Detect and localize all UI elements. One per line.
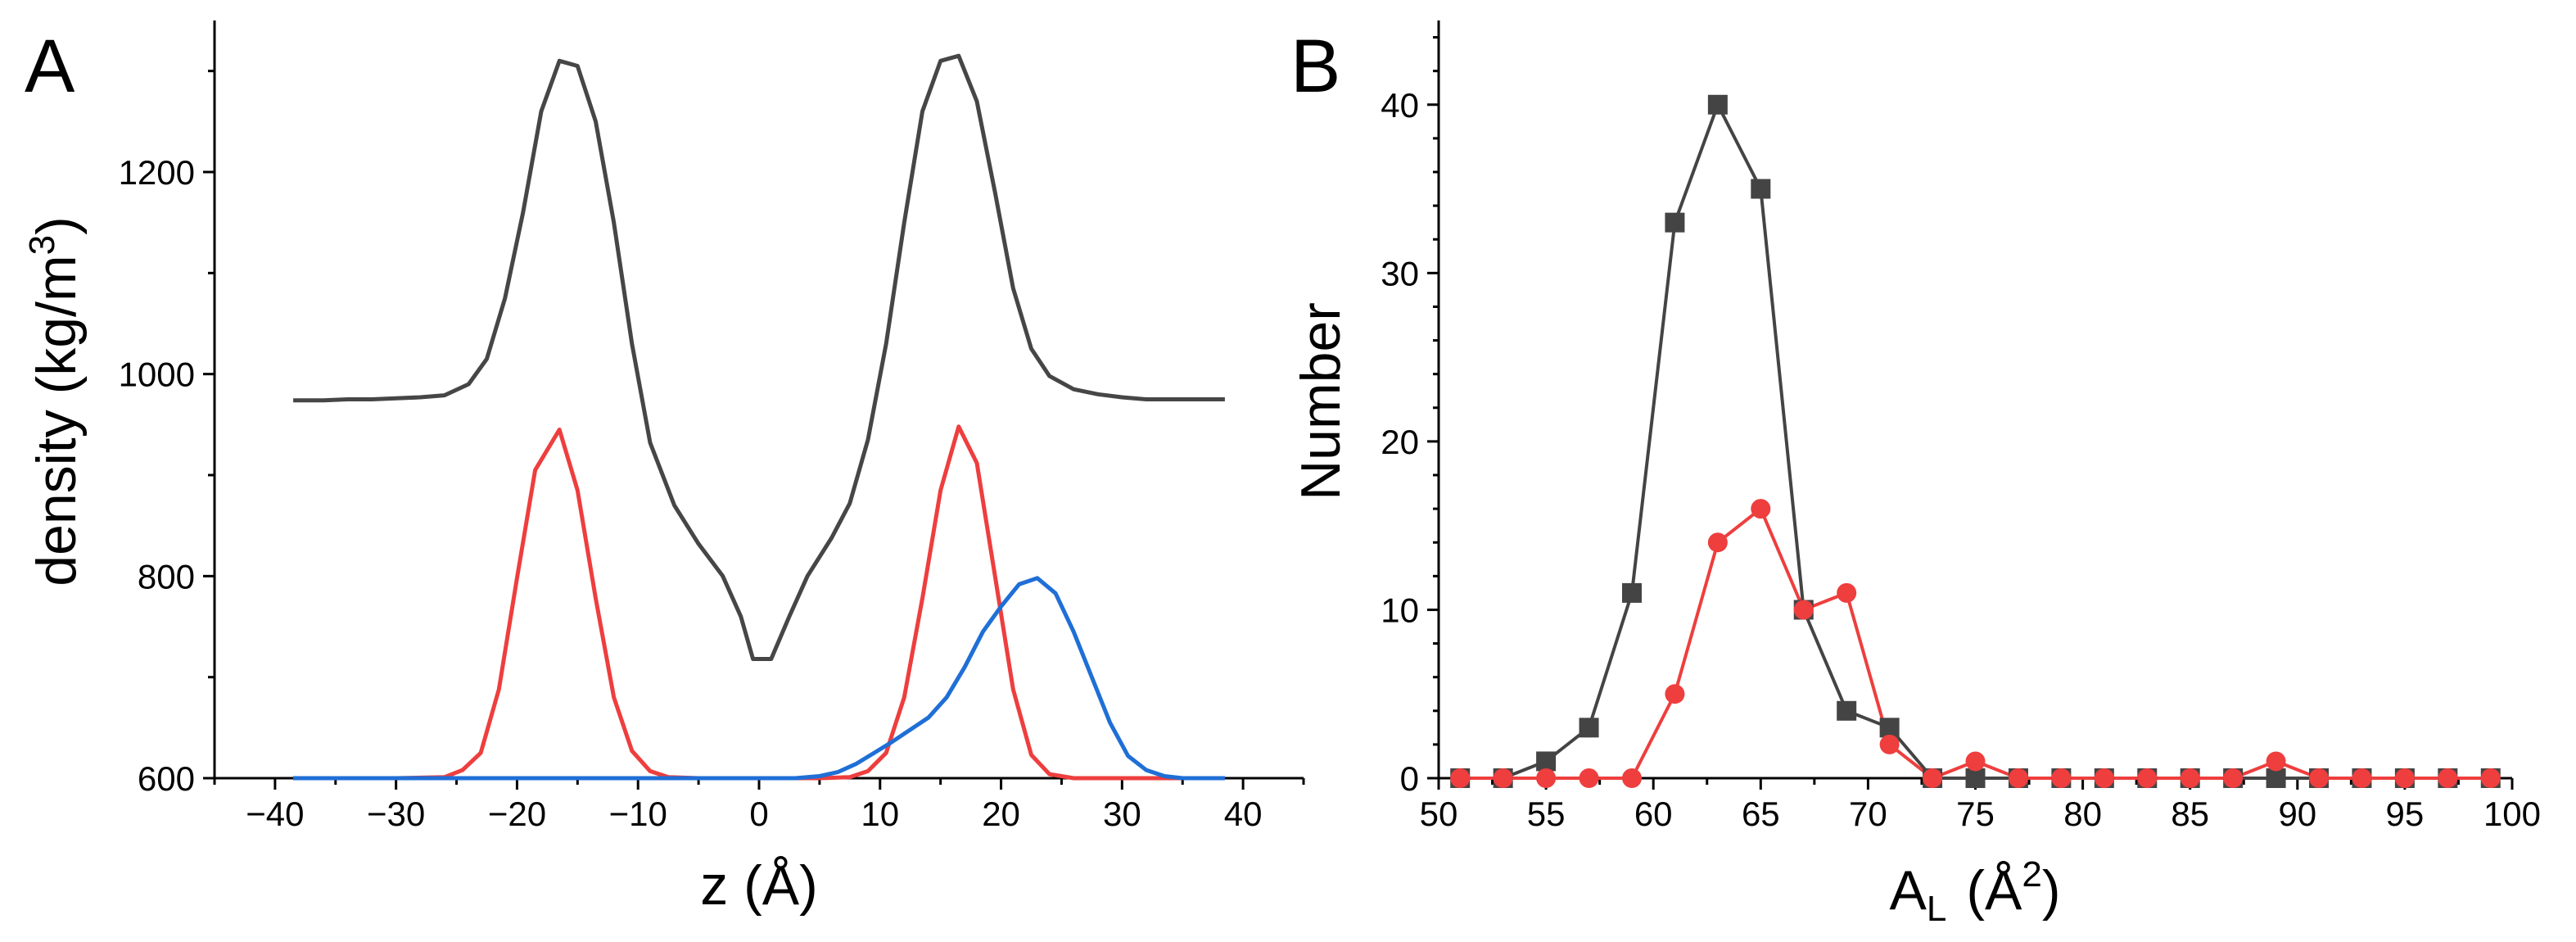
panel-b-x-label-sub: L (1927, 889, 1946, 929)
panel-b-circle-point (1707, 532, 1728, 553)
panel-b-series-line-square (1460, 102, 2491, 780)
panel-a-x-tick-label: 10 (861, 795, 899, 833)
panel-b-circle-point (2394, 768, 2415, 788)
panel-a-y-label-sup: 3 (22, 235, 62, 255)
panel-a-series-line-total (293, 53, 1225, 661)
panel-b-series (1450, 94, 2501, 788)
panel-b-circle-point (1879, 734, 1900, 754)
panel-a-y-ticks: 600 800 1000 1200 (119, 70, 215, 798)
panel-b: B 50 55 60 65 70 75 80 85 90 95 100 0 10 20 30 40 AL (Å… (1290, 20, 2541, 929)
panel-b-circle-point (1493, 768, 1513, 788)
panel-b-x-label-close: ) (2042, 859, 2061, 922)
panel-b-circle-point (1450, 768, 1471, 788)
panel-a-letter: A (25, 25, 75, 108)
panel-b-x-tick-label: 55 (1527, 795, 1566, 833)
panel-b-x-tick-label: 80 (2063, 795, 2102, 833)
panel-a-x-label: z (Å) (700, 854, 818, 917)
panel-b-x-tick-label: 75 (1956, 795, 1995, 833)
panel-b-y-ticks: 0 10 20 30 40 (1381, 36, 1439, 798)
panel-b-square-point (2266, 768, 2286, 788)
panel-b-x-label: AL (Å2) (1890, 854, 2061, 929)
panel-b-square-point (1621, 582, 1642, 603)
panel-b-circle-point (1751, 499, 1771, 519)
panel-b-x-tick-label: 65 (1742, 795, 1780, 833)
panel-b-square-point (1837, 700, 1857, 721)
panel-b-circle-point (2008, 768, 2028, 788)
panel-b-x-tick-label: 70 (1849, 795, 1887, 833)
panel-b-circle-point (2051, 768, 2072, 788)
panel-b-circle-point (2137, 768, 2158, 788)
panel-a-y-tick-label: 800 (138, 557, 195, 596)
panel-b-circle-point (1536, 768, 1557, 788)
panel-b-y-tick-label: 0 (1400, 759, 1419, 798)
panel-b-circle-point (1837, 582, 1857, 603)
panel-b-circle-point (1665, 684, 1685, 704)
panel-b-circle-point (1923, 768, 1943, 788)
panel-a-x-ticks: −40 −30 −20 −10 0 10 20 30 40 (213, 778, 1305, 833)
panel-b-y-tick-label: 30 (1381, 254, 1419, 292)
panel-b-x-ticks: 50 55 60 65 70 75 80 85 90 95 100 (1420, 778, 2541, 833)
panel-a-x-tick-label: −20 (488, 795, 546, 833)
panel-a-x-tick-label: 20 (982, 795, 1020, 833)
panel-a-x-tick-label: −30 (367, 795, 425, 833)
panel-b-x-label-sup: 2 (2022, 854, 2041, 894)
panel-b-x-tick-label: 100 (2483, 795, 2541, 833)
panel-b-y-tick-label: 10 (1381, 591, 1419, 629)
panel-b-circle-point (2438, 768, 2458, 788)
panel-a-y-label-main: density (kg/m (25, 255, 88, 586)
panel-a-x-tick-label: −40 (246, 795, 304, 833)
panel-b-x-label-unit: (Å (1966, 859, 2022, 922)
panel-a-y-label: density (kg/m3) (22, 216, 88, 586)
panel-a-series-line-headgroup (293, 424, 1225, 781)
panel-b-y-tick-label: 20 (1381, 423, 1419, 461)
panel-b-x-tick-label: 85 (2171, 795, 2209, 833)
panel-b-y-label: Number (1290, 302, 1352, 500)
panel-b-square-point (1707, 94, 1728, 115)
panel-b-circle-point (2223, 768, 2244, 788)
panel-b-circle-point (1579, 768, 1599, 788)
panel-b-square-point (1965, 768, 1986, 788)
panel-a-y-tick-label: 600 (138, 759, 195, 798)
panel-b-x-label-main: A (1890, 859, 1927, 922)
panel-b-square-point (1879, 718, 1900, 738)
panel-a-series (293, 53, 1225, 781)
panel-b-x-tick-label: 50 (1420, 795, 1458, 833)
panel-b-square-point (1579, 718, 1599, 738)
panel-a-x-tick-label: 30 (1103, 795, 1141, 833)
panel-b-x-tick-label: 60 (1634, 795, 1673, 833)
panel-a-x-tick-label: 0 (749, 795, 768, 833)
panel-b-circle-point (2309, 768, 2330, 788)
panel-b-circle-point (2352, 768, 2372, 788)
panel-b-circle-point (1621, 768, 1642, 788)
panel-b-square-point (1751, 179, 1771, 199)
panel-b-x-tick-label: 90 (2278, 795, 2316, 833)
panel-b-square-point (1665, 212, 1685, 233)
panel-b-square-point (1536, 751, 1557, 772)
panel-a-y-tick-label: 1000 (119, 356, 195, 394)
panel-a-x-tick-label: −10 (609, 795, 667, 833)
panel-a-y-tick-label: 1200 (119, 153, 195, 192)
panel-b-circle-point (1965, 751, 1986, 772)
panel-a-y-label-end: ) (25, 216, 88, 235)
panel-b-circle-point (2094, 768, 2114, 788)
panel-a-series-line-solvent (293, 576, 1225, 781)
panel-b-circle-point (2480, 768, 2501, 788)
panel-b-y-tick-label: 40 (1381, 86, 1419, 125)
panel-a-x-tick-label: 40 (1224, 795, 1263, 833)
panel-a: A −40 −30 −20 −10 0 10 20 30 40 600 800 1000 1200 z… (22, 20, 1305, 917)
panel-b-circle-point (2266, 751, 2286, 772)
panel-b-circle-point (2180, 768, 2200, 788)
panel-b-letter: B (1290, 25, 1340, 108)
panel-b-x-tick-label: 95 (2386, 795, 2425, 833)
panel-b-circle-point (1793, 600, 1814, 620)
